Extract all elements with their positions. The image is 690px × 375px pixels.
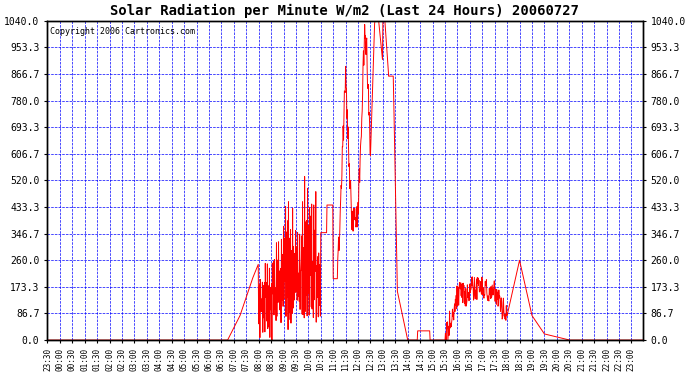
Text: Copyright 2006 Cartronics.com: Copyright 2006 Cartronics.com [50, 27, 195, 36]
Title: Solar Radiation per Minute W/m2 (Last 24 Hours) 20060727: Solar Radiation per Minute W/m2 (Last 24… [110, 4, 580, 18]
